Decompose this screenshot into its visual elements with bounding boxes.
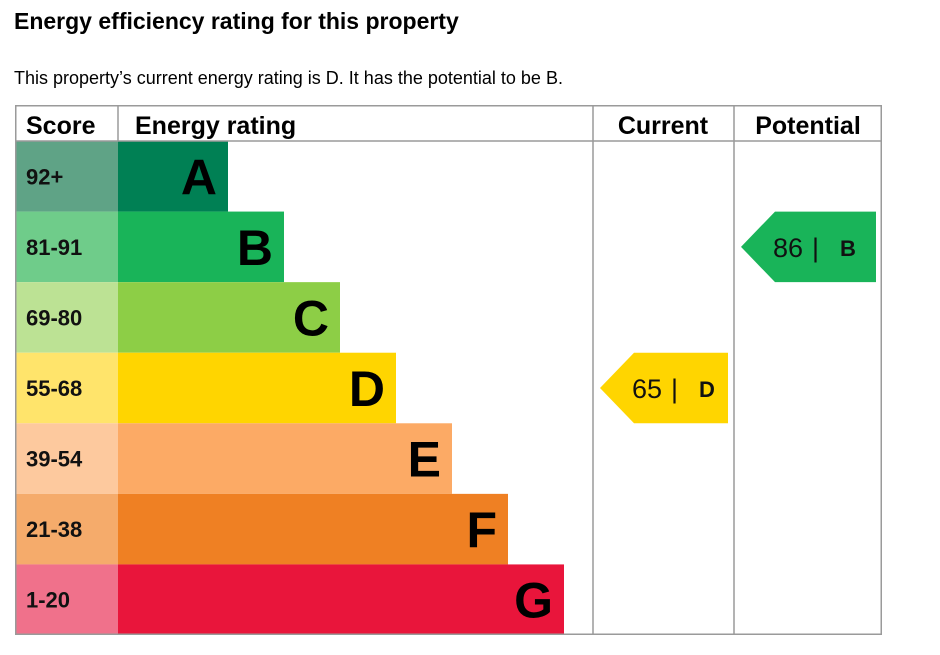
score-cell-g — [15, 564, 118, 635]
score-cell-b — [15, 211, 118, 283]
potential-rating-arrow — [741, 211, 876, 283]
score-cell-a — [15, 141, 118, 212]
score-cell-c — [15, 282, 118, 353]
band-bar-g — [118, 564, 564, 635]
potential-rating-separator: | — [812, 233, 819, 263]
energy-rating-header: Energy rating — [135, 112, 296, 140]
band-letter-c: C — [293, 290, 329, 346]
energy-rating-svg: 92+ A81-91 B69-80 C55-68 D39-54 E21-38 F1-20 G … — [15, 105, 882, 635]
potential-rating-value: 86 — [773, 233, 803, 263]
band-letter-f: F — [466, 502, 497, 558]
score-label-f: 21-38 — [26, 517, 82, 542]
current-rating-arrow — [600, 352, 728, 424]
current-rating-value: 65 — [632, 374, 662, 404]
band-letter-g: G — [514, 573, 553, 629]
band-bar-d — [118, 352, 396, 424]
current-header: Current — [618, 112, 709, 140]
band-bar-a — [118, 141, 228, 212]
current-rating-letter: D — [699, 377, 715, 402]
band-bar-e — [118, 423, 452, 494]
chart-border — [15, 105, 882, 635]
page-title: Energy efficiency rating for this proper… — [14, 8, 459, 34]
band-letter-e: E — [408, 432, 441, 488]
score-label-c: 69-80 — [26, 305, 82, 330]
potential-header: Potential — [755, 112, 861, 140]
score-label-g: 1-20 — [26, 588, 70, 613]
score-label-d: 55-68 — [26, 376, 82, 401]
score-cell-d — [15, 352, 118, 424]
score-label-b: 81-91 — [26, 235, 82, 260]
score-label-e: 39-54 — [26, 447, 83, 472]
score-header: Score — [26, 112, 96, 140]
rating-description: This property’s current energy rating is… — [14, 68, 563, 88]
band-bar-b — [118, 211, 284, 283]
current-rating-separator: | — [671, 374, 678, 404]
energy-rating-chart: 92+ A 81-91 B 69-80 C 55-68 D 39-54 E 21-38 F 1-20 G … — [15, 105, 882, 635]
band-letter-d: D — [349, 361, 385, 417]
score-cell-f — [15, 493, 118, 565]
potential-rating-letter: B — [840, 236, 856, 261]
band-letter-b: B — [237, 220, 273, 276]
score-label-a: 92+ — [26, 164, 63, 189]
band-bar-f — [118, 493, 508, 565]
band-letter-a: A — [181, 149, 217, 205]
band-bar-c — [118, 282, 340, 353]
score-cell-e — [15, 423, 118, 494]
